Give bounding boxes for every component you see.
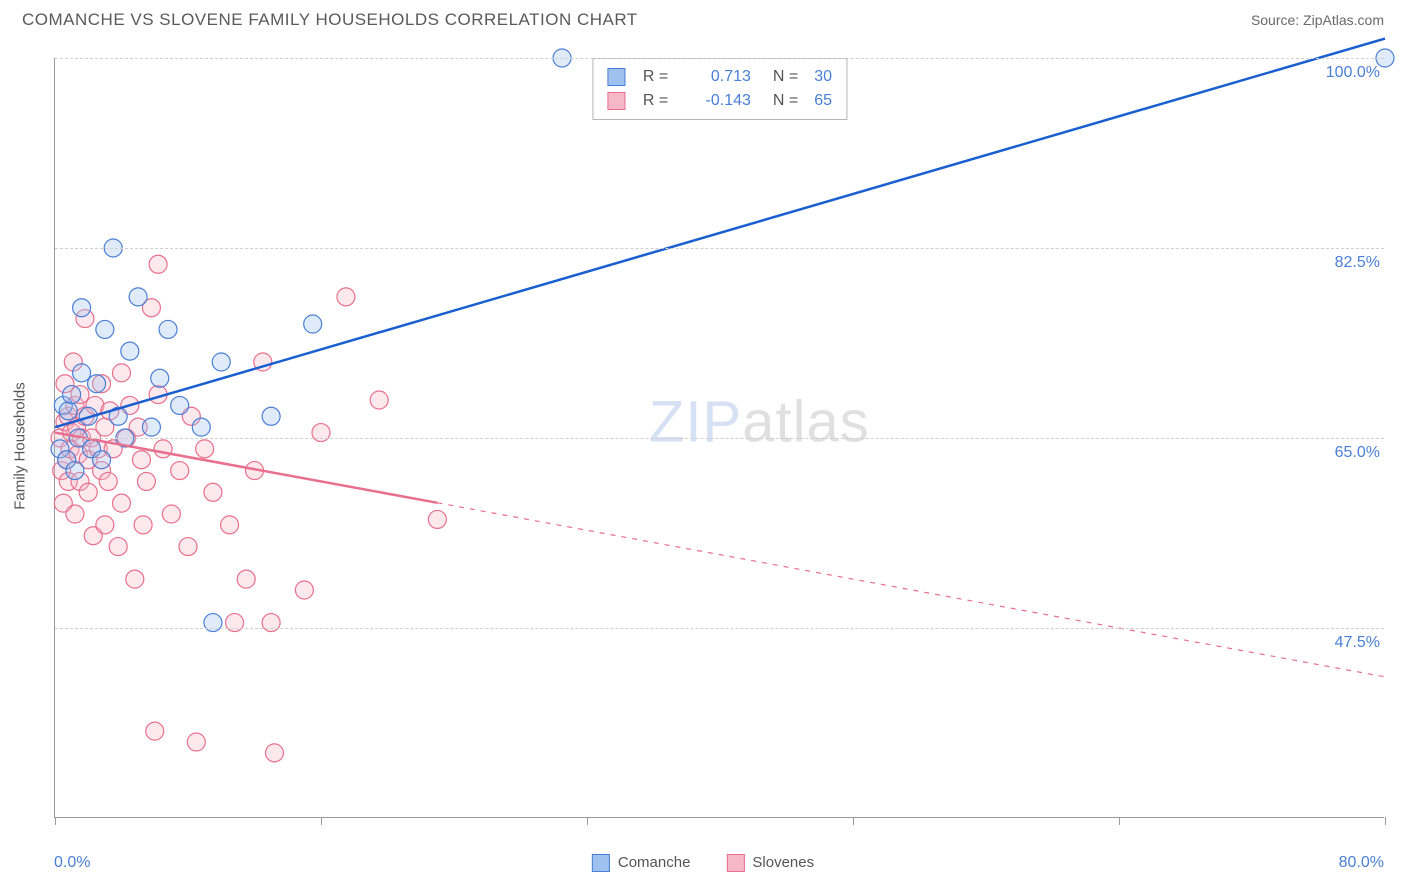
data-point: [428, 510, 446, 528]
legend-label: Comanche: [618, 854, 691, 871]
legend-label: Slovenes: [752, 854, 814, 871]
data-point: [162, 505, 180, 523]
x-tick: [321, 817, 322, 825]
chart-plot-area: ZIPatlas R =0.713N =30R =-0.143N =65 47.…: [54, 58, 1384, 818]
legend-n-value: 30: [814, 65, 832, 89]
legend-r-value: 0.713: [689, 65, 751, 89]
data-point: [96, 320, 114, 338]
legend-swatch: [726, 854, 744, 872]
x-tick: [1385, 817, 1386, 825]
data-point: [159, 320, 177, 338]
data-point: [171, 462, 189, 480]
data-point: [59, 402, 77, 420]
data-point: [129, 288, 147, 306]
legend-r-label: R =: [643, 89, 679, 113]
data-point: [196, 440, 214, 458]
data-point: [187, 733, 205, 751]
legend-item: Comanche: [592, 854, 691, 872]
data-point: [337, 288, 355, 306]
data-point: [73, 364, 91, 382]
data-point: [221, 516, 239, 534]
x-tick: [1119, 817, 1120, 825]
data-point: [93, 451, 111, 469]
data-point: [142, 418, 160, 436]
legend-swatch: [607, 92, 625, 110]
data-point: [96, 516, 114, 534]
y-tick-label: 65.0%: [1335, 444, 1386, 462]
data-point: [304, 315, 322, 333]
data-point: [126, 570, 144, 588]
legend-item: Slovenes: [726, 854, 814, 872]
x-tick: [853, 817, 854, 825]
data-point: [134, 516, 152, 534]
data-point: [137, 472, 155, 490]
legend-r-value: -0.143: [689, 89, 751, 113]
data-point: [88, 375, 106, 393]
data-point: [295, 581, 313, 599]
data-point: [66, 505, 84, 523]
gridline: [55, 438, 1384, 439]
regression-line-extrapolated: [437, 503, 1385, 677]
y-tick-label: 100.0%: [1326, 64, 1386, 82]
data-point: [73, 299, 91, 317]
data-point: [154, 440, 172, 458]
data-point: [63, 386, 81, 404]
data-point: [66, 462, 84, 480]
data-point: [113, 494, 131, 512]
legend-swatch: [607, 68, 625, 86]
chart-title: COMANCHE VS SLOVENE FAMILY HOUSEHOLDS CO…: [22, 10, 638, 30]
data-point: [146, 722, 164, 740]
data-point: [109, 538, 127, 556]
data-point: [192, 418, 210, 436]
data-point: [262, 407, 280, 425]
legend-row: R = -0.143 N = 65: [607, 89, 832, 113]
data-point: [237, 570, 255, 588]
legend-row: R = 0.713 N = 30: [607, 65, 832, 89]
source-label: Source: ZipAtlas.com: [1251, 12, 1384, 28]
legend-swatch: [592, 854, 610, 872]
data-point: [79, 483, 97, 501]
gridline: [55, 58, 1384, 59]
x-tick: [55, 817, 56, 825]
data-point: [212, 353, 230, 371]
data-point: [265, 744, 283, 762]
data-point: [370, 391, 388, 409]
y-tick-label: 47.5%: [1335, 634, 1386, 652]
gridline: [55, 628, 1384, 629]
data-point: [151, 369, 169, 387]
data-point: [149, 255, 167, 273]
y-tick-label: 82.5%: [1335, 254, 1386, 272]
x-min-label: 0.0%: [54, 854, 90, 872]
data-point: [99, 472, 117, 490]
series-legend: Comanche Slovenes: [592, 854, 814, 872]
data-point: [179, 538, 197, 556]
x-max-label: 80.0%: [1339, 854, 1384, 872]
regression-line: [55, 433, 437, 503]
y-axis-label: Family Households: [12, 382, 29, 510]
legend-n-value: 65: [814, 89, 832, 113]
gridline: [55, 248, 1384, 249]
data-point: [113, 364, 131, 382]
x-tick: [587, 817, 588, 825]
legend-n-label: N =: [773, 65, 798, 89]
data-point: [121, 342, 139, 360]
correlation-legend: R = 0.713 N = 30 R = -0.143 N = 65: [592, 58, 847, 120]
legend-r-label: R =: [643, 65, 679, 89]
legend-n-label: N =: [773, 89, 798, 113]
data-point: [204, 483, 222, 501]
data-point: [132, 451, 150, 469]
data-point: [171, 396, 189, 414]
